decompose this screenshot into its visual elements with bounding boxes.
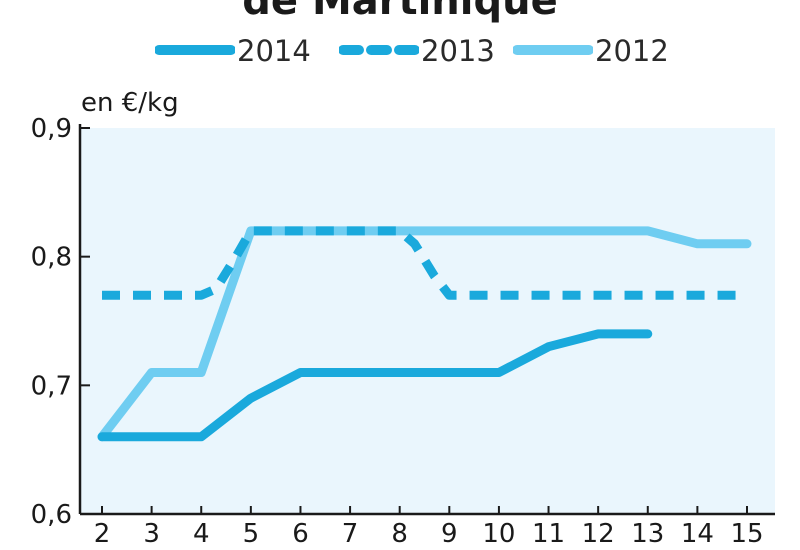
series-line-2013	[102, 226, 747, 300]
legend-swatch-2013	[339, 45, 419, 55]
legend: 2014 2013 2012	[155, 30, 675, 74]
x-tick-label: 14	[681, 519, 714, 549]
legend-swatch-2014	[155, 45, 235, 55]
y-tick-label: 0,7	[31, 371, 72, 401]
x-tick-label: 3	[143, 519, 160, 549]
x-tick-label: 12	[582, 519, 615, 549]
x-tick-label: 2	[94, 519, 111, 549]
series-line-2014	[97, 329, 653, 442]
x-tick-label: 4	[193, 519, 210, 549]
legend-label-2014: 2014	[237, 34, 311, 68]
x-tick-label: 9	[441, 519, 458, 549]
x-tick-label: 8	[391, 519, 408, 549]
x-tick-label: 6	[292, 519, 309, 549]
chart-title: de Martinique	[242, 0, 558, 24]
legend-label-2012: 2012	[595, 34, 669, 68]
y-axis-unit-label: en €/kg	[81, 88, 179, 118]
x-tick-label: 11	[532, 519, 565, 549]
y-tick-label: 0,8	[31, 243, 72, 273]
x-tick-label: 5	[243, 519, 260, 549]
legend-swatch-2012	[513, 45, 593, 55]
x-tick-label: 13	[631, 519, 664, 549]
y-tick-label: 0,6	[31, 500, 72, 530]
series-line-2012	[97, 226, 752, 442]
x-tick-label: 10	[482, 519, 515, 549]
y-tick-label: 0,9	[31, 114, 72, 144]
plot-area	[80, 128, 775, 514]
x-tick-label: 7	[342, 519, 359, 549]
legend-label-2013: 2013	[421, 34, 495, 68]
x-tick-label: 15	[730, 519, 763, 549]
